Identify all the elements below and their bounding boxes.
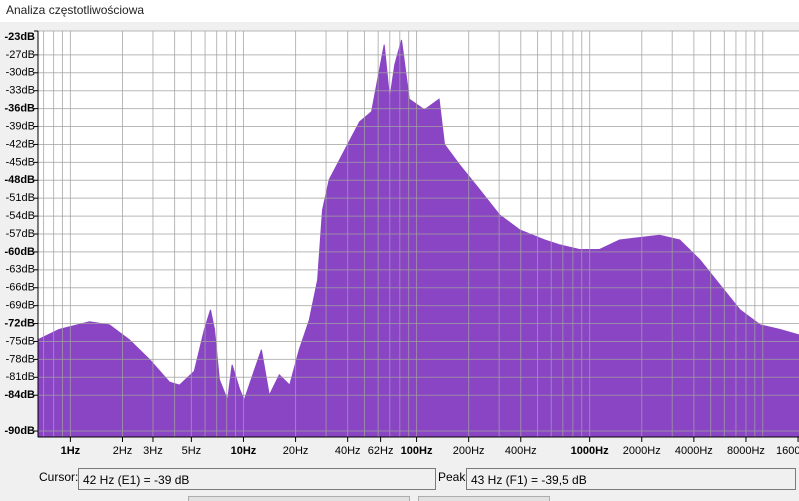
x-tick-label: 62Hz xyxy=(368,445,394,457)
y-tick-label: -69dB xyxy=(6,300,35,312)
y-tick-label: -30dB xyxy=(6,67,35,79)
x-tick-label: 400Hz xyxy=(505,445,537,457)
cursor-label: Cursor: xyxy=(39,470,79,484)
y-tick-label: -78dB xyxy=(6,353,35,365)
y-tick-label: -48dB xyxy=(4,174,35,186)
y-tick-label: -27dB xyxy=(6,49,35,61)
y-tick-label: -51dB xyxy=(6,192,35,204)
peak-readout: 43 Hz (F1) = -39,5 dB xyxy=(466,468,796,490)
y-tick-label: -36dB xyxy=(4,103,35,115)
y-tick-label: -39dB xyxy=(6,120,35,132)
x-tick-label: 40Hz xyxy=(335,445,361,457)
y-tick-label: -75dB xyxy=(6,335,35,347)
y-tick-label: -84dB xyxy=(4,389,35,401)
x-tick-label: 2000Hz xyxy=(623,445,661,457)
x-tick-label: 16000Hz xyxy=(776,445,799,457)
y-tick-label: -54dB xyxy=(6,210,35,222)
title-bar: Analiza częstotliwościowa xyxy=(0,0,799,22)
y-tick-label: -23dB xyxy=(4,31,35,43)
window-title: Analiza częstotliwościowa xyxy=(6,3,145,17)
x-tick-label: 3Hz xyxy=(143,445,163,457)
y-tick-label: -66dB xyxy=(6,282,35,294)
x-tick-label: 4000Hz xyxy=(675,445,713,457)
x-tick-label: 10Hz xyxy=(231,445,257,457)
y-tick-label: -63dB xyxy=(6,264,35,276)
y-tick-label: -90dB xyxy=(4,425,35,437)
cursor-readout: 42 Hz (E1) = -39 dB xyxy=(78,468,436,490)
y-axis-strip xyxy=(0,31,38,457)
x-tick-label: 2Hz xyxy=(113,445,133,457)
button[interactable] xyxy=(188,496,410,501)
x-tick-label: 1Hz xyxy=(61,445,81,457)
y-tick-label: -42dB xyxy=(6,138,35,150)
y-tick-label: -81dB xyxy=(6,371,35,383)
button[interactable] xyxy=(418,496,550,501)
x-tick-label: 100Hz xyxy=(401,445,433,457)
x-tick-label: 200Hz xyxy=(453,445,485,457)
spectrum-chart: -23dB -27dB -30dB -33dB -36dB -39dB -42dB -45dB… xyxy=(0,30,799,457)
y-tick-label: -57dB xyxy=(6,228,35,240)
x-tick-label: 1000Hz xyxy=(571,445,609,457)
y-tick-label: -33dB xyxy=(6,85,35,97)
y-tick-label: -72dB xyxy=(4,317,35,329)
spectrum-area xyxy=(37,39,799,438)
x-tick-label: 5Hz xyxy=(182,445,202,457)
x-tick-label: 8000Hz xyxy=(727,445,765,457)
peak-label: Peak: xyxy=(438,470,469,484)
x-tick-label: 20Hz xyxy=(283,445,309,457)
y-tick-label: -60dB xyxy=(4,246,35,258)
y-tick-label: -45dB xyxy=(6,156,35,168)
